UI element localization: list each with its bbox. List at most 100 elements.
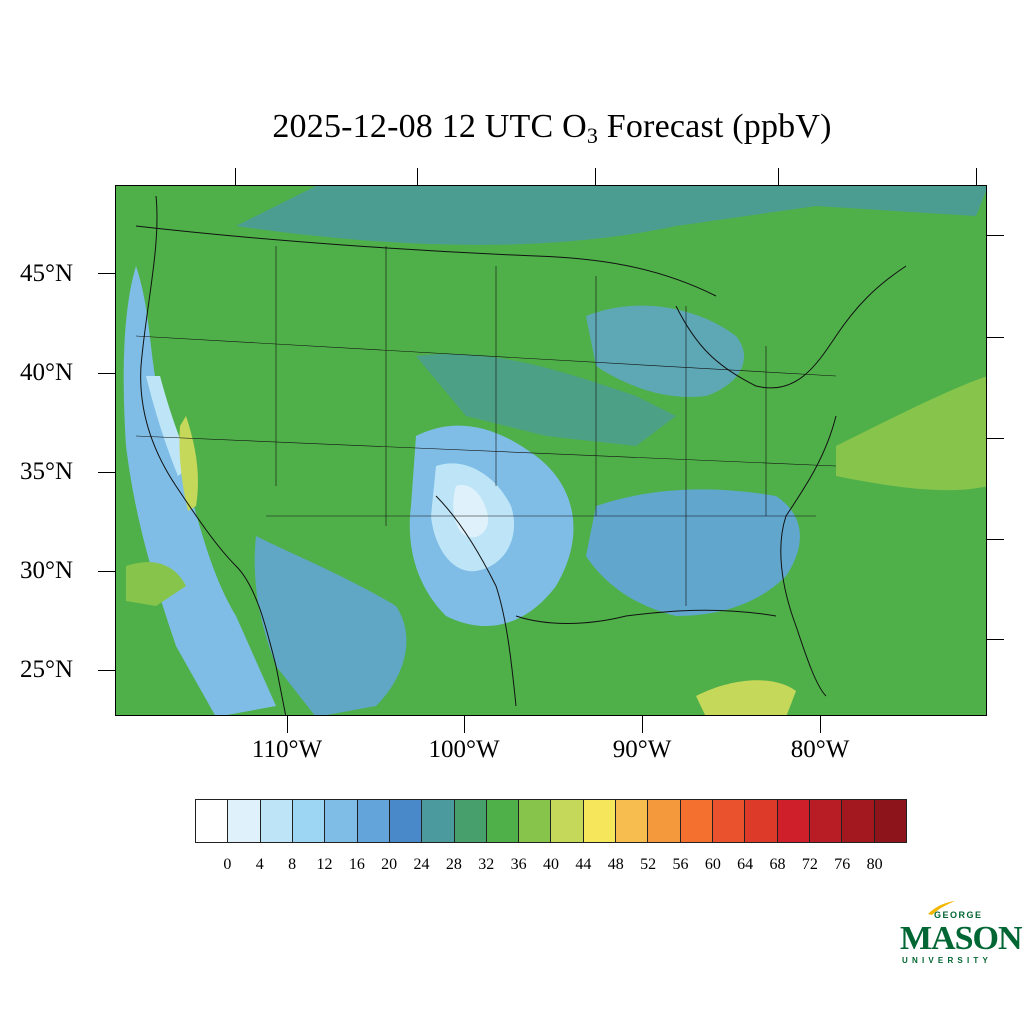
colorbar-label: 32 — [478, 856, 495, 873]
logo-university: UNIVERSITY — [902, 956, 993, 965]
blue-zone-westcoast — [123, 266, 276, 715]
left-tick-1 — [98, 273, 115, 274]
colorbar-label: 68 — [769, 856, 786, 873]
lightgreen-pacific — [126, 562, 186, 606]
top-tick-3 — [595, 168, 596, 185]
left-tick-2 — [98, 373, 115, 374]
colorbar-label: 0 — [223, 856, 232, 873]
ozone-map — [115, 185, 987, 716]
colorbar-cell — [486, 800, 520, 842]
state-lines — [275, 246, 767, 606]
bottom-tick-4 — [820, 716, 821, 733]
top-tick-1 — [235, 168, 236, 185]
ozone-map-svg — [116, 186, 986, 715]
right-tick-3 — [987, 438, 1004, 439]
teal-zone-north — [236, 186, 986, 245]
colorbar-label: 80 — [866, 856, 883, 873]
colorbar-label: 12 — [316, 856, 333, 873]
left-tick-3 — [98, 472, 115, 473]
colorbar-label: 60 — [704, 856, 721, 873]
colorbar-label: 8 — [288, 856, 297, 873]
canada-border — [135, 225, 717, 297]
lon-label-100: 100°W — [428, 736, 500, 763]
blue-zone-southwest — [254, 536, 407, 715]
lon-label-110: 110°W — [251, 736, 323, 763]
colorbar-cell — [809, 800, 843, 842]
colorbar-cell — [745, 800, 778, 842]
lat-label-35: 35°N — [20, 458, 74, 485]
colorbar-cell — [616, 800, 649, 842]
colorbar-cell — [551, 800, 584, 842]
colorbar-label: 52 — [640, 856, 657, 873]
lat-label-30: 30°N — [20, 557, 74, 584]
lon-label-80: 80°W — [790, 736, 850, 763]
colorbar-label: 40 — [543, 856, 559, 873]
colorbar-label: 4 — [255, 856, 264, 873]
colorbar-cell — [680, 800, 713, 842]
left-tick-5 — [98, 670, 115, 671]
right-tick-1 — [987, 235, 1004, 236]
teal-zone-central — [416, 354, 676, 446]
colorbar-label: 72 — [801, 856, 818, 873]
greatlakes-outline — [675, 265, 907, 389]
blue-zone-greatlakes — [586, 305, 745, 397]
colorbar-label: 64 — [737, 856, 754, 873]
colorbar-cell — [292, 800, 326, 842]
lat-label-25: 25°N — [20, 656, 74, 683]
colorbar-cell — [454, 800, 487, 842]
colorbar-label: 36 — [510, 856, 527, 873]
colorbar-cell — [874, 800, 906, 842]
colorbar-label: 28 — [445, 856, 462, 873]
right-tick-5 — [987, 639, 1004, 640]
top-tick-5 — [976, 168, 977, 185]
colorbar-label: 24 — [413, 856, 430, 873]
colorbar-cell — [228, 800, 261, 842]
map-title: 2025-12-08 12 UTC O3 Forecast (ppbV) — [272, 108, 832, 148]
colorbar-cell — [196, 800, 229, 842]
colorbar-label: 48 — [607, 856, 624, 873]
logo-george: GEORGE — [934, 910, 983, 920]
colorbar-cell — [519, 800, 552, 842]
yellowgreen-gulf — [696, 680, 796, 715]
blue-zone-southeast — [586, 489, 800, 616]
top-tick-4 — [778, 168, 779, 185]
colorbar-cell — [842, 800, 875, 842]
colorbar-cell — [422, 800, 455, 842]
bottom-tick-2 — [464, 716, 465, 733]
logo-swoosh-icon — [928, 901, 955, 915]
boundary-lines — [135, 195, 907, 715]
bottom-tick-1 — [287, 716, 288, 733]
colorbar-cell — [648, 800, 681, 842]
colorbar-label: 20 — [381, 856, 398, 873]
gmu-logo: GEORGE MASON UNIVERSITY — [896, 900, 1023, 970]
lon-label-90: 90°W — [612, 736, 672, 763]
yellowgreen-california — [179, 416, 198, 511]
pacific-coastline — [140, 195, 287, 715]
left-tick-4 — [98, 571, 115, 572]
bottom-tick-3 — [642, 716, 643, 733]
right-tick-2 — [987, 337, 1004, 338]
gulf-coastline — [515, 609, 777, 624]
mexico-border — [435, 495, 517, 707]
lat-label-45: 45°N — [20, 260, 74, 287]
top-tick-2 — [417, 168, 418, 185]
colorbar-cell — [777, 800, 810, 842]
colorbar-cell — [713, 800, 746, 842]
state-lines-horizontal — [135, 335, 837, 517]
colorbar-label: 44 — [575, 856, 592, 873]
right-tick-4 — [987, 539, 1004, 540]
atlantic-coastline — [780, 415, 837, 697]
colorbar-cell — [325, 800, 358, 842]
lat-label-40: 40°N — [20, 359, 74, 386]
colorbar-cell — [260, 800, 293, 842]
colorbar-label: 16 — [348, 856, 365, 873]
colorbar-cell — [389, 800, 423, 842]
colorbar-label: 76 — [834, 856, 851, 873]
colorbar-label: 56 — [672, 856, 689, 873]
colorbar-cell — [583, 800, 617, 842]
logo-mason: MASON — [900, 920, 1023, 957]
colorbar-cell — [357, 800, 390, 842]
colorbar — [195, 799, 907, 843]
lightgreen-atlantic — [836, 376, 986, 491]
paleblue-texas — [453, 485, 489, 538]
